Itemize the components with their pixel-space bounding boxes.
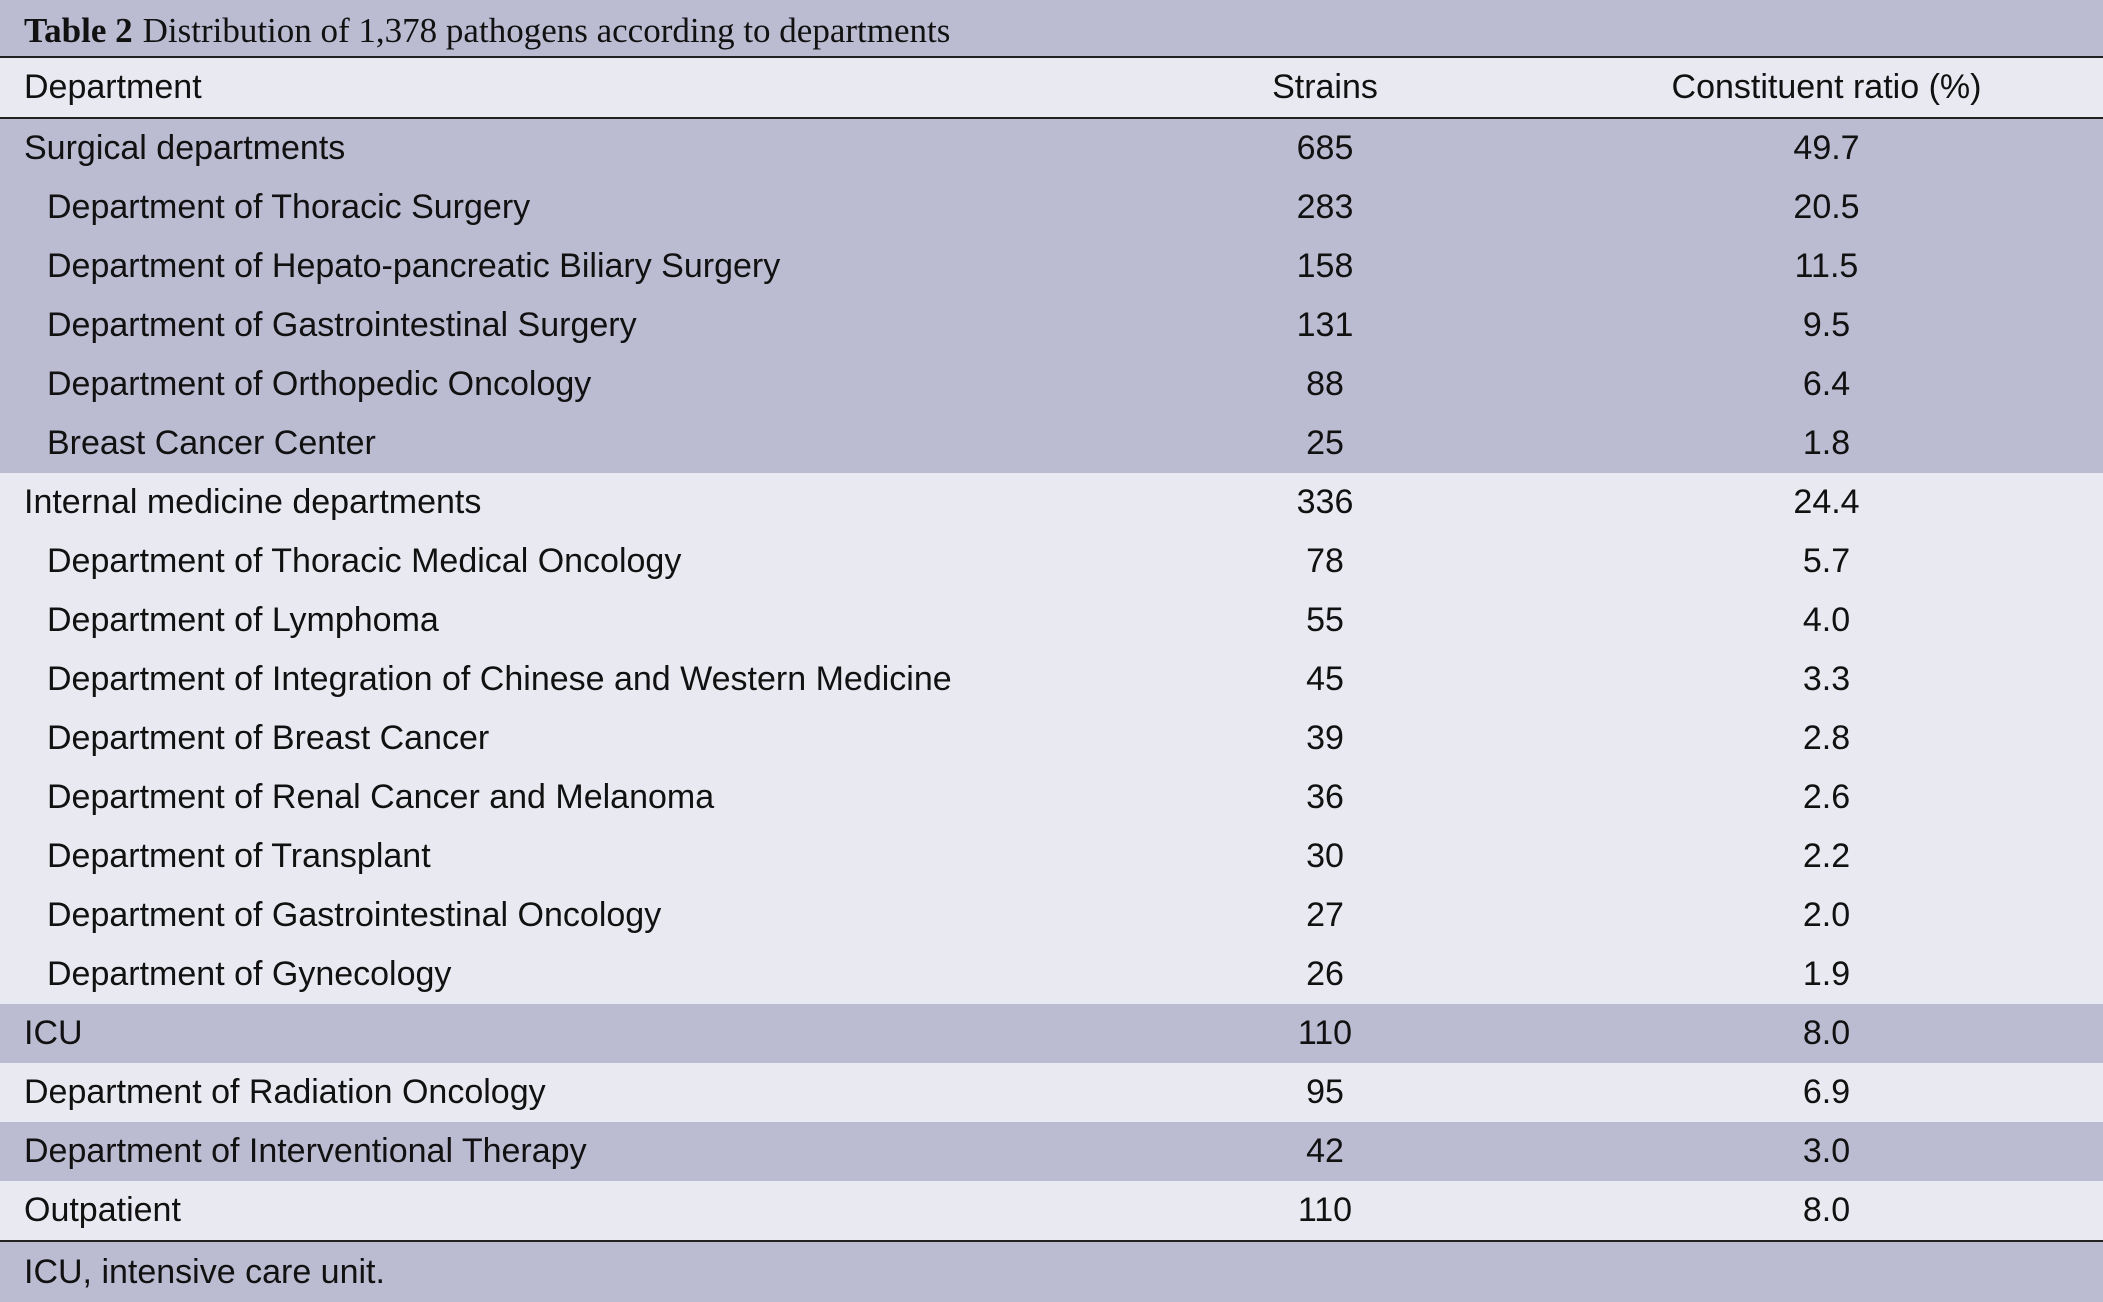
table-row: ICU 110 8.0	[0, 1004, 2103, 1063]
table-row: Department of Lymphoma 55 4.0	[0, 591, 2103, 650]
strains-cell: 26	[1306, 955, 1344, 993]
table-row: Department of Transplant 30 2.2	[0, 827, 2103, 886]
department-cell: Department of Transplant	[47, 837, 431, 875]
ratio-cell: 20.5	[1793, 188, 1860, 226]
ratio-cell: 5.7	[1802, 542, 1851, 580]
strains-cell: 42	[1306, 1132, 1344, 1170]
strains-cell: 283	[1296, 188, 1354, 226]
strains-cell: 45	[1306, 660, 1344, 698]
strains-cell: 88	[1306, 365, 1344, 403]
ratio-cell: 49.7	[1793, 129, 1860, 167]
header-row: Department Strains Constituent ratio (%)	[0, 58, 2103, 119]
department-cell: Department of Gynecology	[47, 955, 452, 993]
ratio-cell: 4.0	[1802, 601, 1851, 639]
department-cell: Department of Gastrointestinal Oncology	[47, 896, 662, 934]
department-cell: Outpatient	[0, 1181, 1100, 1242]
table-row: Department of Thoracic Medical Oncology 7…	[0, 532, 2103, 591]
table-row: Department of Renal Cancer and Melanoma 3…	[0, 768, 2103, 827]
table-row: Department of Gastrointestinal Surgery 13…	[0, 296, 2103, 355]
ratio-cell: 6.4	[1802, 365, 1851, 403]
table-label: Table 2	[24, 11, 133, 50]
department-cell: Department of Orthopedic Oncology	[47, 365, 592, 403]
strains-cell: 55	[1306, 601, 1344, 639]
department-cell: Department of Hepato-pancreatic Biliary …	[47, 247, 781, 285]
table-row: Department of Breast Cancer 39 2.8	[0, 709, 2103, 768]
distribution-table: Department Strains Constituent ratio (%)…	[0, 58, 2103, 1242]
department-cell: Surgical departments	[24, 129, 346, 167]
table-row: Outpatient 110 8.0	[0, 1181, 2103, 1242]
strains-cell: 158	[1296, 247, 1354, 285]
column-header-strains: Strains	[1100, 58, 1550, 119]
ratio-cell: 8.0	[1802, 1014, 1851, 1052]
table-row: Department of Orthopedic Oncology 88 6.4	[0, 355, 2103, 414]
strains-cell: 336	[1296, 483, 1354, 521]
department-cell: Department of Thoracic Medical Oncology	[47, 542, 682, 580]
department-cell: ICU	[24, 1014, 83, 1052]
ratio-cell: 2.8	[1802, 719, 1851, 757]
department-cell: Department of Breast Cancer	[47, 719, 490, 757]
strains-cell: 39	[1306, 719, 1344, 757]
table-row: Department of Thoracic Surgery 283 20.5	[0, 178, 2103, 237]
department-cell: Department of Radiation Oncology	[24, 1073, 546, 1111]
column-header-ratio: Constituent ratio (%)	[1550, 58, 2103, 119]
department-cell: Department of Thoracic Surgery	[47, 188, 531, 226]
strains-cell: 110	[1297, 1014, 1353, 1052]
table-row: Department of Gynecology 26 1.9	[0, 945, 2103, 1004]
strains-cell: 25	[1306, 424, 1344, 462]
department-cell: Breast Cancer Center	[47, 424, 376, 462]
ratio-cell: 24.4	[1793, 483, 1860, 521]
department-cell: Department of Renal Cancer and Melanoma	[47, 778, 715, 816]
department-cell: Department of Gastrointestinal Surgery	[47, 306, 637, 344]
ratio-cell: 8.0	[1550, 1181, 2103, 1242]
strains-cell: 36	[1306, 778, 1344, 816]
table-row: Department of Integration of Chinese and…	[0, 650, 2103, 709]
table-row: Department of Interventional Therapy 42 3.…	[0, 1122, 2103, 1181]
table-row: Department of Gastrointestinal Oncology 2…	[0, 886, 2103, 945]
strains-cell: 95	[1306, 1073, 1344, 1111]
table-row: Surgical departments 685 49.7	[0, 118, 2103, 178]
ratio-cell: 2.2	[1802, 837, 1851, 875]
strains-cell: 27	[1306, 896, 1344, 934]
ratio-cell: 1.9	[1802, 955, 1851, 993]
department-cell: Department of Lymphoma	[47, 601, 439, 639]
table-title: Distribution of 1,378 pathogens accordin…	[142, 11, 951, 50]
ratio-cell: 11.5	[1794, 247, 1859, 285]
table-row: Department of Radiation Oncology 95 6.9	[0, 1063, 2103, 1122]
ratio-cell: 6.9	[1802, 1073, 1851, 1111]
department-cell: Department of Integration of Chinese and…	[47, 660, 952, 698]
table-row: Internal medicine departments 336 24.4	[0, 473, 2103, 532]
table-row: Breast Cancer Center 25 1.8	[0, 414, 2103, 473]
ratio-cell: 1.8	[1802, 424, 1851, 462]
table-body: Surgical departments 685 49.7 Department of…	[0, 118, 2103, 1242]
department-cell: Internal medicine departments	[24, 483, 482, 521]
column-header-department: Department	[0, 58, 1100, 119]
strains-cell: 131	[1296, 306, 1354, 344]
ratio-cell: 9.5	[1802, 306, 1851, 344]
table-row: Department of Hepato-pancreatic Biliary …	[0, 237, 2103, 296]
ratio-cell: 2.0	[1802, 896, 1851, 934]
strains-cell: 30	[1306, 837, 1344, 875]
ratio-cell: 3.0	[1802, 1132, 1851, 1170]
strains-cell: 78	[1306, 542, 1344, 580]
strains-cell: 685	[1296, 129, 1354, 167]
strains-cell: 110	[1100, 1181, 1550, 1242]
ratio-cell: 2.6	[1802, 778, 1851, 816]
department-cell: Department of Interventional Therapy	[24, 1132, 587, 1170]
table-footnote: ICU, intensive care unit.	[0, 1242, 2103, 1302]
table-caption: Table 2 Distribution of 1,378 pathogens a…	[0, 0, 2103, 58]
ratio-cell: 3.3	[1802, 660, 1851, 698]
